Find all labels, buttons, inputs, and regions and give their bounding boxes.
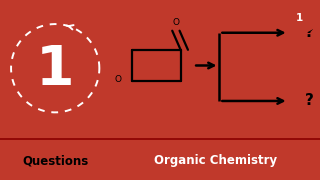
Text: 1: 1 — [296, 13, 303, 23]
Circle shape — [280, 1, 318, 33]
Text: ?: ? — [305, 25, 314, 40]
Text: ?: ? — [305, 93, 314, 109]
Text: Questions: Questions — [22, 154, 88, 167]
Text: CuCl: CuCl — [246, 112, 262, 118]
Text: 1: 1 — [36, 43, 75, 97]
Text: O: O — [173, 18, 180, 27]
Text: Organic Chemistry: Organic Chemistry — [154, 154, 277, 167]
Text: CH$_3$MgBr, H$^+$: CH$_3$MgBr, H$^+$ — [229, 75, 279, 86]
Text: O: O — [114, 75, 121, 84]
Text: CH$_3$MgBr, H$^+$: CH$_3$MgBr, H$^+$ — [229, 9, 279, 21]
